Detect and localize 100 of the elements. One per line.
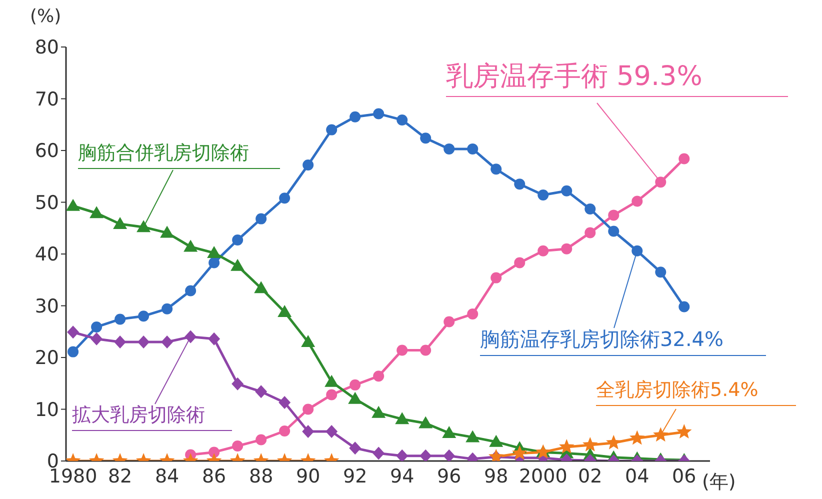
- point: [254, 281, 268, 294]
- point: [395, 412, 410, 424]
- point: [396, 344, 408, 356]
- y-tick-label: 50: [34, 192, 59, 214]
- point: [68, 346, 79, 358]
- point: [255, 385, 268, 398]
- point: [559, 439, 574, 454]
- point: [373, 370, 384, 382]
- point: [162, 303, 173, 314]
- point: [326, 124, 338, 136]
- point: [302, 404, 314, 415]
- point: [444, 143, 455, 154]
- x-tick-label: 90: [296, 465, 320, 488]
- point: [655, 176, 666, 188]
- y-tick-label: 20: [34, 347, 59, 370]
- annotation: 胸筋温存乳房切除術32.4%: [480, 327, 724, 351]
- point: [113, 216, 128, 229]
- point: [538, 190, 549, 201]
- point: [230, 258, 245, 271]
- y-tick-label: 60: [34, 140, 59, 162]
- point: [160, 226, 174, 238]
- point: [301, 334, 316, 347]
- x-tick-label: 02: [578, 465, 602, 488]
- point: [208, 332, 220, 346]
- point: [420, 449, 432, 461]
- point: [208, 446, 220, 458]
- point: [184, 330, 197, 344]
- point: [302, 159, 314, 170]
- point: [442, 426, 456, 438]
- point: [655, 266, 666, 278]
- x-tick-label: 98: [484, 465, 508, 488]
- point: [66, 198, 80, 211]
- x-tick-label: 88: [248, 465, 274, 488]
- point: [490, 164, 502, 175]
- y-axis-title: (%): [30, 6, 62, 27]
- point: [161, 335, 174, 348]
- point: [396, 114, 408, 126]
- point: [584, 227, 596, 238]
- point: [136, 220, 151, 232]
- point: [302, 425, 314, 438]
- point: [114, 314, 126, 325]
- point: [208, 257, 220, 268]
- point: [467, 143, 478, 154]
- point: [443, 449, 456, 461]
- point: [608, 210, 620, 221]
- point: [256, 434, 267, 446]
- point: [489, 434, 504, 447]
- point: [232, 234, 244, 246]
- point: [372, 406, 386, 418]
- x-tick-label: 92: [343, 465, 368, 488]
- y-tick-label: 40: [34, 244, 59, 266]
- point: [207, 246, 222, 258]
- point: [444, 316, 455, 328]
- x-tick-label: 2000: [518, 465, 568, 488]
- point: [653, 427, 668, 442]
- point: [678, 301, 690, 312]
- point: [90, 332, 103, 346]
- point: [632, 196, 643, 207]
- point: [185, 285, 196, 296]
- point: [466, 430, 480, 442]
- point: [608, 226, 620, 237]
- point: [232, 377, 244, 390]
- y-tick-label: 10: [34, 398, 59, 421]
- x-axis-title: (年): [702, 471, 736, 493]
- point: [561, 243, 572, 254]
- point: [630, 430, 645, 445]
- point: [514, 178, 526, 190]
- point: [561, 185, 572, 196]
- point: [467, 308, 478, 320]
- x-tick-label: 06: [672, 465, 696, 488]
- x-tick-label: 04: [625, 465, 650, 488]
- y-tick-label: 30: [34, 295, 59, 318]
- point: [606, 434, 622, 450]
- point: [678, 153, 690, 164]
- x-tick-label: 82: [108, 465, 132, 488]
- point: [278, 304, 292, 317]
- point: [420, 132, 432, 144]
- point: [348, 392, 362, 404]
- point: [584, 203, 596, 214]
- point: [114, 335, 126, 348]
- point: [396, 449, 408, 461]
- point: [138, 310, 150, 322]
- point: [420, 344, 432, 356]
- point: [138, 335, 150, 348]
- point: [67, 326, 80, 339]
- point: [278, 396, 291, 410]
- point: [490, 272, 502, 284]
- point: [232, 440, 244, 452]
- point: [350, 111, 361, 122]
- point: [582, 436, 598, 452]
- point: [91, 321, 102, 332]
- y-tick-label: 80: [34, 36, 59, 59]
- point: [632, 245, 643, 256]
- x-tick-label: 96: [437, 465, 462, 488]
- y-tick-label: 70: [34, 88, 59, 110]
- point: [324, 374, 339, 387]
- point: [349, 442, 362, 455]
- point: [372, 446, 385, 460]
- annotation: 全乳房切除術5.4%: [596, 379, 758, 401]
- annotation: 胸筋合併乳房切除術: [78, 142, 249, 164]
